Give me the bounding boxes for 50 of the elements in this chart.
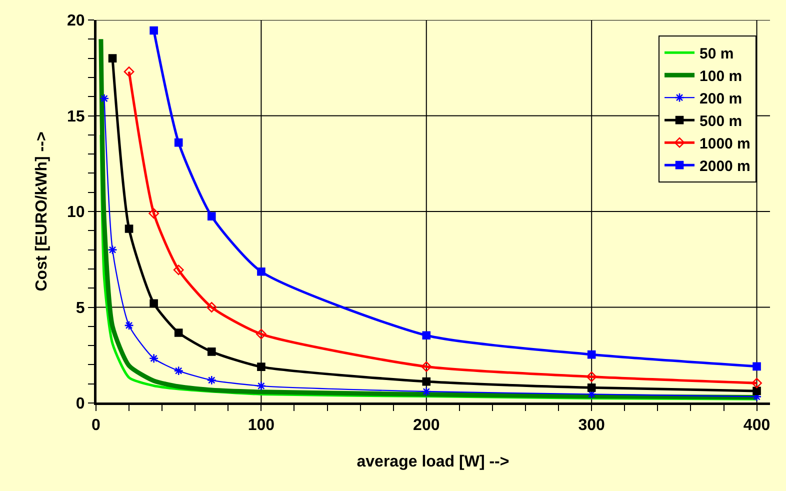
y-tick-label: 5 xyxy=(76,300,85,317)
point xyxy=(207,212,216,220)
point xyxy=(174,138,183,147)
point xyxy=(752,362,761,371)
point xyxy=(421,361,432,372)
point xyxy=(422,386,432,396)
point xyxy=(150,299,158,308)
x-tick-label: 400 xyxy=(743,417,770,434)
point xyxy=(148,208,160,219)
point xyxy=(587,384,596,392)
legend-label: 1000 m xyxy=(700,135,750,152)
point xyxy=(422,377,431,386)
legend-label: 200 m xyxy=(700,90,742,108)
x-tick-label: 200 xyxy=(413,417,440,434)
point xyxy=(257,267,266,276)
point xyxy=(173,264,184,276)
point xyxy=(124,224,134,233)
point xyxy=(206,375,216,386)
point xyxy=(256,328,266,340)
x-tick-label: 0 xyxy=(92,417,101,434)
point xyxy=(586,372,597,382)
point xyxy=(752,386,761,396)
point xyxy=(124,320,134,330)
legend-label: 100 m xyxy=(700,68,742,85)
point xyxy=(257,362,266,371)
y-tick-label: 15 xyxy=(67,108,85,126)
point xyxy=(587,350,596,359)
y-axis-title: Cost [EURO/kWh] --> xyxy=(33,132,50,292)
point xyxy=(148,354,159,364)
point xyxy=(108,244,118,255)
legend-label: 2000 m xyxy=(700,158,750,175)
point xyxy=(256,381,266,391)
point xyxy=(174,328,183,337)
point xyxy=(752,378,762,388)
point xyxy=(99,94,110,104)
legend-label: 500 m xyxy=(700,112,742,130)
legend-label: 50 m xyxy=(700,45,734,62)
point xyxy=(174,366,184,376)
point xyxy=(124,66,134,77)
point xyxy=(207,348,216,356)
point xyxy=(108,54,117,62)
x-tick-label: 300 xyxy=(578,417,606,434)
x-axis-title: average load [W] --> xyxy=(356,453,510,470)
y-tick-label: 10 xyxy=(67,204,85,222)
y-tick-label: 0 xyxy=(76,396,85,413)
point xyxy=(422,331,431,340)
point xyxy=(150,26,158,35)
x-tick-label: 100 xyxy=(248,417,275,434)
point xyxy=(206,302,217,312)
y-tick-label: 20 xyxy=(67,12,85,30)
